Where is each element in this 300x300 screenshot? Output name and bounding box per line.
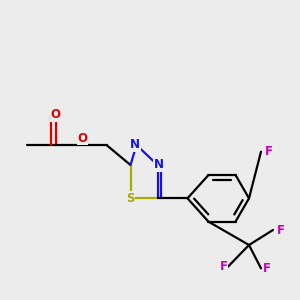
- Text: F: F: [277, 224, 284, 236]
- Text: N: N: [154, 158, 164, 172]
- Text: F: F: [265, 145, 272, 158]
- Text: O: O: [77, 132, 88, 145]
- Text: F: F: [263, 262, 271, 275]
- Text: N: N: [130, 139, 140, 152]
- Text: O: O: [50, 109, 61, 122]
- Text: F: F: [220, 260, 227, 273]
- Text: S: S: [126, 192, 135, 205]
